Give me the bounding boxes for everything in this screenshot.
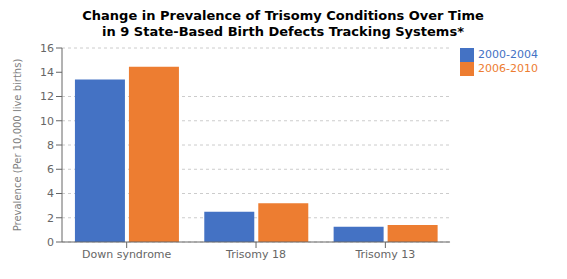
html-text:2006-2010: 2006-2010 (478, 62, 538, 75)
svg-text:0: 0 (47, 236, 54, 249)
html-text:in 9 State-Based Birth Defects: in 9 State-Based Birth Defects Tracking … (102, 24, 464, 39)
svg-text:2: 2 (47, 212, 54, 225)
svg-text:Trisomy 13: Trisomy 13 (354, 248, 415, 261)
svg-text:4: 4 (47, 187, 54, 200)
svg-text:12: 12 (40, 90, 54, 103)
svg-text:14: 14 (40, 66, 54, 79)
svg-text:8: 8 (47, 139, 54, 152)
svg-text:Trisomy 18: Trisomy 18 (225, 248, 286, 261)
svg-text:6: 6 (47, 163, 54, 176)
svg-text:Down syndrome: Down syndrome (82, 248, 172, 261)
svg-text:Prevalence (Per 10,000 live bi: Prevalence (Per 10,000 live births) (12, 59, 23, 232)
svg-text:16: 16 (40, 42, 54, 55)
html-text:Change in Prevalence of Trisom: Change in Prevalence of Trisomy Conditio… (82, 8, 484, 23)
html-text:2000-2004: 2000-2004 (478, 48, 538, 61)
svg-text:10: 10 (40, 115, 54, 128)
